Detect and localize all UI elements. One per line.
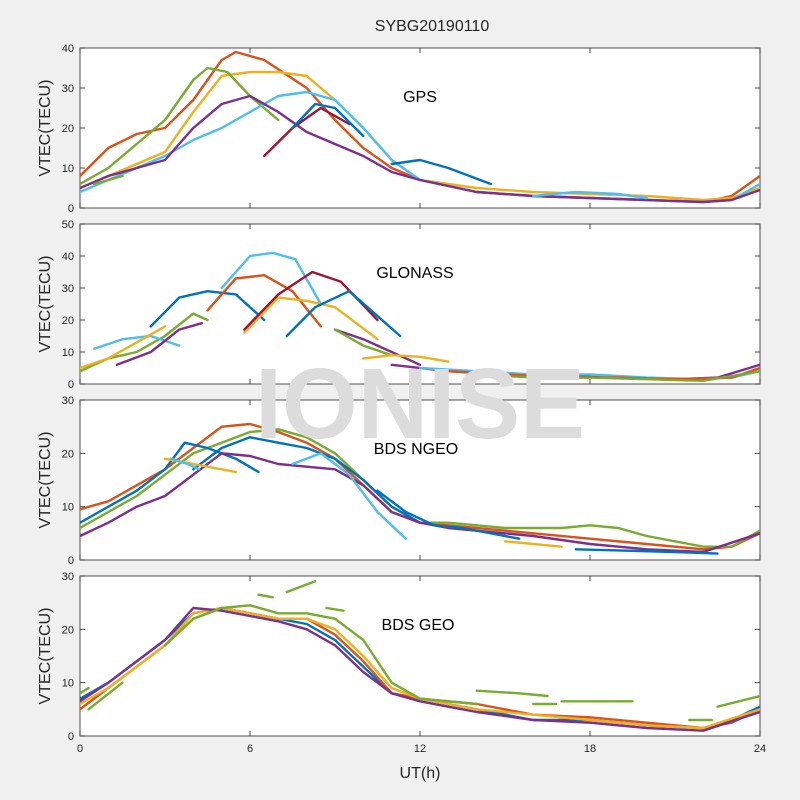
- series-line-12: [362, 354, 450, 363]
- series-group: [80, 580, 760, 732]
- series-line-7: [475, 689, 549, 698]
- x-tick-label: 0: [77, 743, 83, 755]
- series-line-8: [532, 190, 648, 200]
- series-line-3: [80, 606, 760, 732]
- y-tick-label: 30: [62, 83, 74, 95]
- series-line-3: [192, 436, 422, 524]
- plot-area: [79, 399, 761, 561]
- plot-area: [79, 575, 761, 737]
- series-line-5: [263, 106, 351, 158]
- y-tick-label: 10: [62, 678, 74, 690]
- series-line-1: [206, 274, 322, 328]
- x-tick-label: 6: [247, 743, 253, 755]
- y-tick-label: 20: [62, 624, 74, 636]
- series-line-13: [285, 580, 317, 594]
- series-line-14: [325, 606, 345, 612]
- series-line-4: [163, 604, 478, 706]
- panel-3: 0 10 20 30 0 6 12 18 24 VTEC(TECU) BDS GEO: [37, 571, 766, 755]
- series-line-0: [149, 290, 266, 328]
- y-tick-label: 30: [62, 571, 74, 583]
- series-line-4: [80, 452, 760, 554]
- series-group: [80, 251, 760, 382]
- watermark-text: IONISE: [255, 348, 585, 460]
- series-line-2: [80, 441, 260, 524]
- panel-label: GPS: [403, 89, 437, 106]
- y-tick-label: 10: [62, 347, 74, 359]
- series-line-9: [503, 540, 563, 548]
- series-line-10: [574, 548, 719, 555]
- y-tick-label: 30: [62, 395, 74, 407]
- series-line-7: [390, 158, 492, 186]
- y-tick-label: 0: [68, 555, 74, 567]
- series-line-16: [475, 370, 760, 382]
- series-line-5: [285, 290, 402, 338]
- series-line-6: [169, 457, 201, 471]
- y-axis-label: VTEC(TECU): [37, 432, 54, 529]
- panel-0: 0 10 20 30 40 VTEC(TECU) GPS: [37, 43, 761, 215]
- y-tick-label: 40: [62, 251, 74, 263]
- figure-title: SYBG20190110: [375, 18, 490, 35]
- x-axis-label: UT(h): [400, 765, 441, 782]
- panel-1: 0 10 20 30 40 50 VTEC(TECU) GLONASS: [37, 219, 761, 391]
- series-line-6: [291, 102, 365, 138]
- panel-label: BDS NGEO: [374, 441, 458, 458]
- y-tick-label: 30: [62, 283, 74, 295]
- y-axis-label: VTEC(TECU): [37, 256, 54, 353]
- y-tick-label: 0: [68, 203, 74, 215]
- y-axis-label: VTEC(TECU): [37, 80, 54, 177]
- series-line-5: [87, 681, 124, 711]
- series-line-2: [80, 66, 280, 186]
- series-line-3: [243, 296, 379, 341]
- y-axis-label: VTEC(TECU): [37, 608, 54, 705]
- y-tick-label: 10: [62, 502, 74, 514]
- series-line-2: [220, 251, 322, 306]
- series-line-8: [376, 489, 521, 540]
- panels: 0 10 20 30 40 VTEC(TECU) GPS 0 10 20 30 40 50 VTEC(TE…: [37, 43, 766, 755]
- y-tick-label: 10: [62, 163, 74, 175]
- series-group: [80, 50, 760, 204]
- y-tick-label: 50: [62, 219, 74, 231]
- series-line-11: [333, 328, 393, 357]
- series-line-9: [80, 325, 167, 370]
- series-line-9: [93, 174, 124, 186]
- panel-label: BDS GEO: [382, 617, 455, 634]
- series-group: [80, 422, 760, 555]
- panel-label: GLONASS: [376, 265, 453, 282]
- y-tick-label: 0: [68, 731, 74, 743]
- x-tick-label: 24: [754, 743, 766, 755]
- series-line-4: [80, 94, 760, 204]
- y-tick-label: 0: [68, 379, 74, 391]
- x-tick-label: 18: [584, 743, 596, 755]
- series-line-12: [257, 593, 274, 599]
- series-line-7: [291, 452, 407, 540]
- series-line-10: [333, 328, 422, 366]
- series-line-6: [80, 686, 90, 695]
- series-line-9: [716, 694, 760, 708]
- series-line-8: [115, 322, 203, 366]
- panel-2: 0 10 20 30 VTEC(TECU) BDS NGEO: [37, 395, 761, 567]
- y-tick-label: 20: [62, 123, 74, 135]
- y-tick-label: 40: [62, 43, 74, 55]
- y-tick-label: 20: [62, 315, 74, 327]
- x-tick-label: 12: [414, 743, 426, 755]
- y-tick-label: 20: [62, 448, 74, 460]
